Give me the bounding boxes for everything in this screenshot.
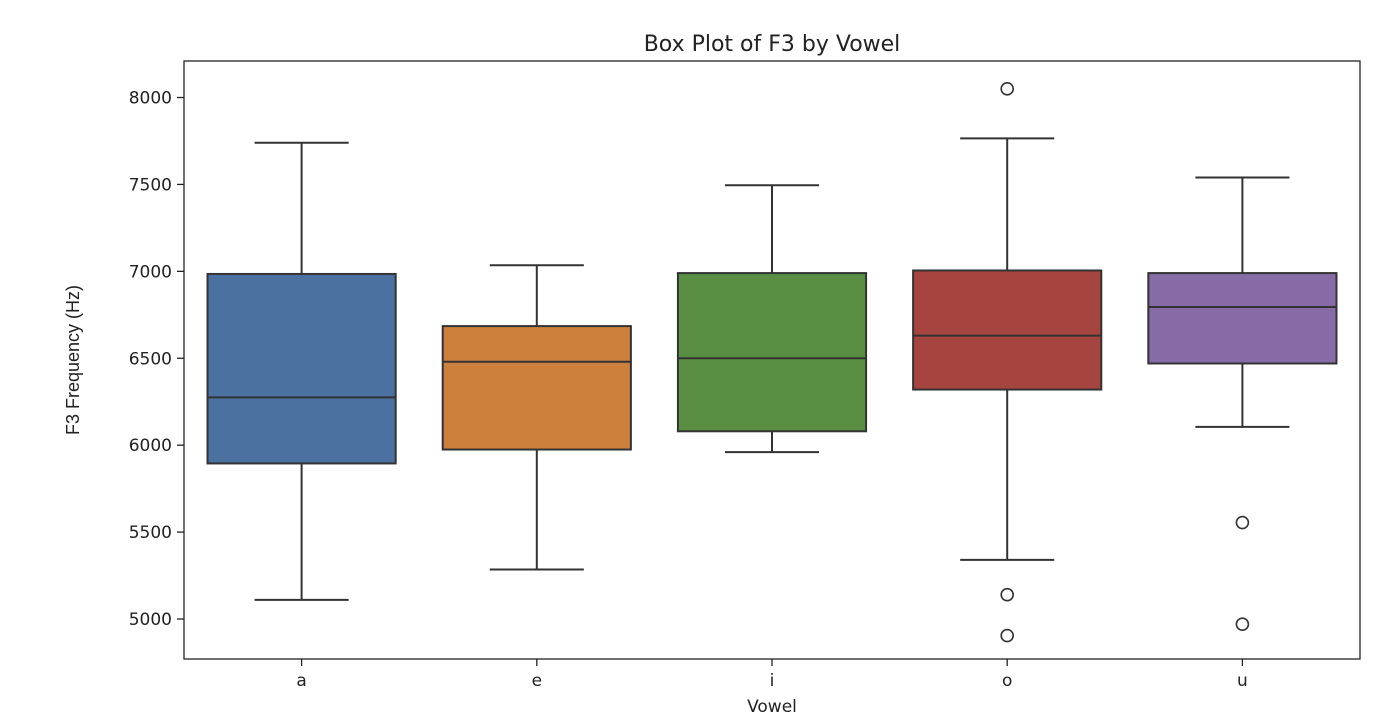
outlier-point-o — [1000, 587, 1015, 602]
outlier-point-u — [1235, 515, 1250, 530]
chart-title: Box Plot of F3 by Vowel — [644, 32, 901, 57]
plot-area: 5000 5500 6000 6500 7000 7500 8000 a e i o u — [129, 82, 1338, 691]
y-tick-label: 6500 — [129, 349, 172, 369]
plot-frame — [183, 60, 1361, 660]
y-axis-label: F3 Frequency (Hz) — [63, 285, 83, 435]
x-tick-label: a — [296, 671, 306, 691]
y-tick-label: 7000 — [129, 262, 172, 282]
y-tick-label: 7500 — [129, 175, 172, 195]
box-i — [676, 272, 868, 433]
x-tick-label: u — [1237, 671, 1248, 691]
y-tick-label: 5500 — [129, 523, 172, 543]
x-tick-label: i — [770, 671, 775, 691]
y-tick-label: 8000 — [129, 89, 172, 109]
x-axis-label: Vowel — [747, 697, 797, 717]
y-tick-label: 5000 — [129, 610, 172, 630]
box-u — [1147, 272, 1338, 365]
x-tick-label: e — [532, 671, 542, 691]
box-e — [441, 325, 632, 451]
y-tick-label: 6000 — [129, 436, 172, 456]
box-a — [206, 272, 397, 465]
outlier-point-o — [1000, 628, 1015, 643]
outlier-point-u — [1235, 617, 1250, 632]
outlier-point-o — [1000, 82, 1015, 96]
x-tick-label: o — [1002, 671, 1012, 691]
box-o — [912, 269, 1103, 391]
